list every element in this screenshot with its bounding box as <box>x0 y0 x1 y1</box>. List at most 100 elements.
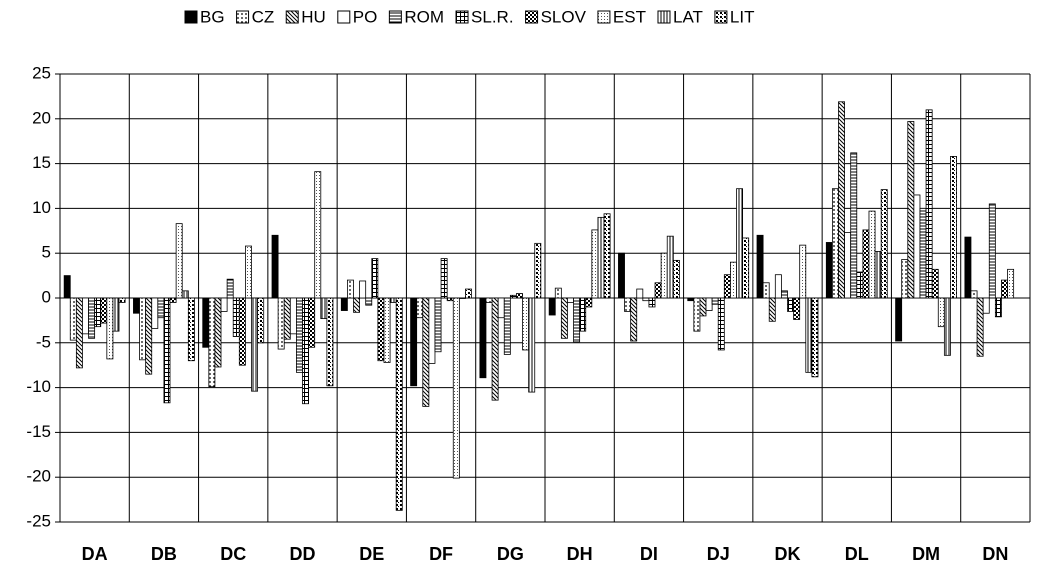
bar <box>151 297 159 329</box>
bar <box>844 232 852 299</box>
x-tick-label: DI <box>640 544 658 564</box>
bar <box>768 297 776 322</box>
bar <box>850 152 858 299</box>
bar <box>94 297 102 328</box>
bar <box>705 297 713 311</box>
bar <box>522 297 530 351</box>
legend-label: LIT <box>730 7 755 26</box>
x-tick-label: DF <box>429 544 453 564</box>
bar <box>699 297 707 317</box>
legend-swatch <box>388 10 402 24</box>
legend-label: EST <box>613 7 646 26</box>
bar <box>63 275 71 299</box>
bar <box>811 297 819 378</box>
bar <box>880 189 888 299</box>
bar <box>964 236 972 299</box>
bar <box>736 188 744 299</box>
bar <box>497 297 505 319</box>
bar <box>302 297 309 405</box>
bar <box>289 297 297 335</box>
bar <box>69 297 77 341</box>
bar <box>554 287 562 299</box>
bar <box>389 297 397 303</box>
bar <box>145 297 153 375</box>
bar <box>175 223 183 299</box>
bar <box>579 297 587 332</box>
bar <box>157 297 165 319</box>
x-tick-label: DH <box>567 544 593 564</box>
bar <box>548 297 556 316</box>
bar <box>913 194 921 299</box>
bar <box>232 297 240 337</box>
bar <box>925 109 933 299</box>
bar <box>340 297 348 311</box>
bar <box>711 297 719 305</box>
bar <box>314 171 322 299</box>
bar <box>603 213 611 299</box>
bar <box>181 290 189 299</box>
x-tick-label: DG <box>497 544 524 564</box>
bar <box>799 244 807 299</box>
legend-label: ROM <box>404 7 444 26</box>
bar <box>723 274 731 299</box>
bar <box>585 297 593 308</box>
y-tick-label: -15 <box>26 422 51 441</box>
y-tick-label: 0 <box>42 287 51 306</box>
bar <box>88 297 96 339</box>
bar <box>874 251 882 299</box>
legend-label: HU <box>301 7 326 26</box>
bar <box>365 297 373 306</box>
bar <box>479 297 487 379</box>
bar <box>283 297 291 340</box>
bar <box>395 297 403 511</box>
y-tick-label: -25 <box>26 511 51 530</box>
y-tick-label: -20 <box>26 467 51 486</box>
bar <box>410 297 418 387</box>
bar <box>666 235 674 299</box>
bar <box>937 297 945 328</box>
bar <box>75 297 83 369</box>
bar <box>214 297 222 368</box>
bar <box>100 297 108 324</box>
bar <box>516 293 523 299</box>
bar <box>950 156 957 299</box>
bar <box>560 297 568 339</box>
bar <box>793 297 801 320</box>
bar <box>509 294 517 299</box>
bar <box>320 297 328 320</box>
bar <box>642 297 650 302</box>
bar <box>976 297 984 357</box>
bar <box>931 268 939 299</box>
bar <box>868 210 876 299</box>
bar <box>591 229 599 299</box>
bar <box>901 259 909 299</box>
bar <box>825 242 833 299</box>
legend-swatch <box>714 10 728 24</box>
bar <box>597 216 605 299</box>
bar <box>371 258 379 299</box>
legend-swatch <box>184 10 198 24</box>
bar <box>377 297 385 362</box>
bar <box>567 297 574 303</box>
bar <box>112 297 120 332</box>
bar <box>187 297 195 362</box>
x-tick-label: DN <box>982 544 1008 564</box>
bar <box>82 297 89 335</box>
bar <box>624 297 632 312</box>
bar <box>994 297 1002 318</box>
bar <box>762 282 770 299</box>
bar <box>970 290 978 299</box>
bar <box>428 297 436 364</box>
bar <box>907 121 915 299</box>
bar <box>787 297 794 312</box>
x-tick-label: DL <box>845 544 869 564</box>
x-tick-label: DA <box>82 544 108 564</box>
bar <box>672 259 680 299</box>
bar <box>573 297 581 343</box>
bar <box>943 297 951 356</box>
y-tick-label: -5 <box>36 332 51 351</box>
x-tick-label: DM <box>912 544 940 564</box>
bar <box>308 297 316 348</box>
bar <box>862 229 870 299</box>
